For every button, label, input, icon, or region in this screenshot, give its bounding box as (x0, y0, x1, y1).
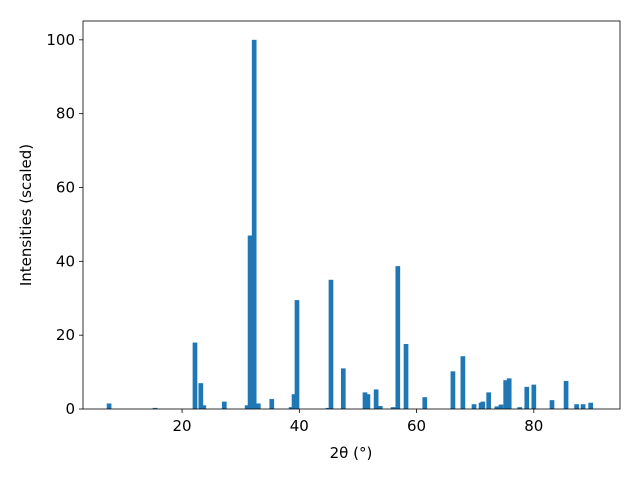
bar (244, 405, 250, 409)
bar (450, 371, 456, 409)
bar (563, 380, 569, 409)
x-tick-label: 60 (407, 417, 426, 435)
bar (480, 401, 486, 409)
bar (221, 401, 227, 409)
bar (517, 407, 523, 409)
bar (471, 404, 477, 409)
bar (531, 384, 537, 409)
bar (325, 407, 331, 409)
bar (192, 342, 198, 409)
y-tick-label: 40 (56, 252, 75, 270)
bar (549, 400, 555, 409)
bar (580, 404, 586, 409)
bar (198, 383, 204, 409)
bar (201, 405, 207, 409)
bar (152, 407, 158, 409)
y-tick-label: 60 (56, 178, 75, 196)
plot-frame (82, 20, 621, 410)
bar (506, 378, 512, 409)
bar (494, 406, 500, 409)
bar (365, 394, 371, 409)
bar (269, 399, 275, 409)
bar (362, 392, 368, 409)
bar (524, 386, 530, 409)
bar (377, 406, 383, 409)
bar (486, 392, 492, 409)
bar (247, 235, 253, 409)
bar (395, 266, 401, 409)
y-tick-label: 100 (46, 31, 75, 49)
bar (291, 394, 297, 409)
bar (460, 356, 466, 409)
bar (288, 407, 294, 409)
bar (255, 403, 261, 409)
bar (106, 403, 112, 409)
bar (574, 404, 579, 409)
y-tick-label: 80 (56, 105, 75, 123)
y-tick-label: 0 (65, 400, 75, 418)
y-axis-label: Intensities (scaled) (17, 144, 35, 286)
x-tick-label: 20 (173, 417, 192, 435)
x-axis-label: 2θ (°) (330, 444, 373, 462)
bar (503, 380, 509, 409)
bar (328, 279, 334, 409)
bar (251, 39, 257, 409)
bar (373, 389, 379, 409)
x-tick-label: 80 (524, 417, 543, 435)
bar (422, 397, 428, 409)
bar (588, 402, 594, 409)
bar (498, 404, 504, 409)
bar (340, 368, 346, 409)
bar (403, 344, 409, 409)
bar (294, 300, 300, 409)
bar (390, 407, 396, 409)
y-tick-label: 20 (56, 326, 75, 344)
x-tick-label: 40 (290, 417, 309, 435)
